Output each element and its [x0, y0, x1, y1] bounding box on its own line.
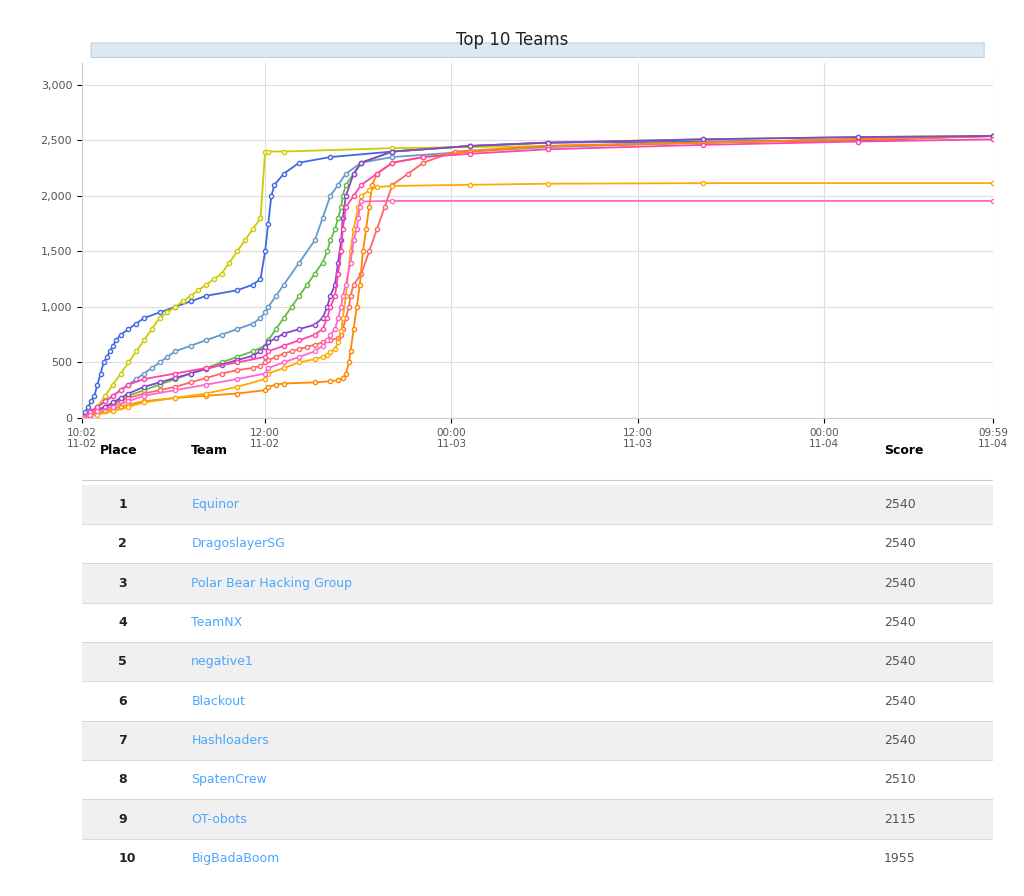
Text: Team: Team [191, 444, 228, 457]
Text: SpatenCrew: SpatenCrew [191, 773, 267, 787]
Text: 10: 10 [119, 852, 136, 865]
Text: 2540: 2540 [884, 655, 915, 668]
Bar [82, 524, 993, 564]
Text: 2: 2 [119, 538, 127, 550]
Text: BigBadaBoom: BigBadaBoom [191, 852, 280, 865]
Text: Place: Place [100, 444, 138, 457]
Text: 8: 8 [119, 773, 127, 787]
Legend: Equinor, DragoslayerSG, Polar Bear Hacking Group, TeamNX, negative1, Blackout, H: Equinor, DragoslayerSG, Polar Bear Hacki… [88, 501, 987, 519]
Text: 7: 7 [119, 734, 127, 747]
Bar [82, 760, 993, 799]
Text: Score: Score [884, 444, 924, 457]
Text: 3: 3 [119, 577, 127, 590]
Bar [82, 682, 993, 720]
Text: negative1: negative1 [191, 655, 254, 668]
Text: 2540: 2540 [884, 616, 915, 629]
Text: 2115: 2115 [884, 813, 915, 825]
Text: 2540: 2540 [884, 694, 915, 708]
Text: 5: 5 [119, 655, 127, 668]
Bar [82, 799, 993, 839]
Bar [82, 603, 993, 642]
Text: 1: 1 [119, 498, 127, 511]
Text: 2540: 2540 [884, 498, 915, 511]
Text: TeamNX: TeamNX [191, 616, 243, 629]
Text: 6: 6 [119, 694, 127, 708]
Text: 2540: 2540 [884, 734, 915, 747]
Text: 2540: 2540 [884, 577, 915, 590]
Text: 2540: 2540 [884, 538, 915, 550]
Text: OT-obots: OT-obots [191, 813, 247, 825]
Text: Equinor: Equinor [191, 498, 240, 511]
Bar [82, 839, 993, 878]
Text: Polar Bear Hacking Group: Polar Bear Hacking Group [191, 577, 352, 590]
Text: DragoslayerSG: DragoslayerSG [191, 538, 285, 550]
Bar [82, 564, 993, 603]
Text: 9: 9 [119, 813, 127, 825]
Text: Hashloaders: Hashloaders [191, 734, 269, 747]
Bar [82, 642, 993, 682]
Text: 4: 4 [119, 616, 127, 629]
Bar [82, 720, 993, 760]
Text: Top 10 Teams: Top 10 Teams [456, 31, 568, 49]
Bar [82, 485, 993, 524]
Text: Blackout: Blackout [191, 694, 246, 708]
FancyBboxPatch shape [91, 43, 984, 57]
Text: 2510: 2510 [884, 773, 915, 787]
Text: 1955: 1955 [884, 852, 915, 865]
